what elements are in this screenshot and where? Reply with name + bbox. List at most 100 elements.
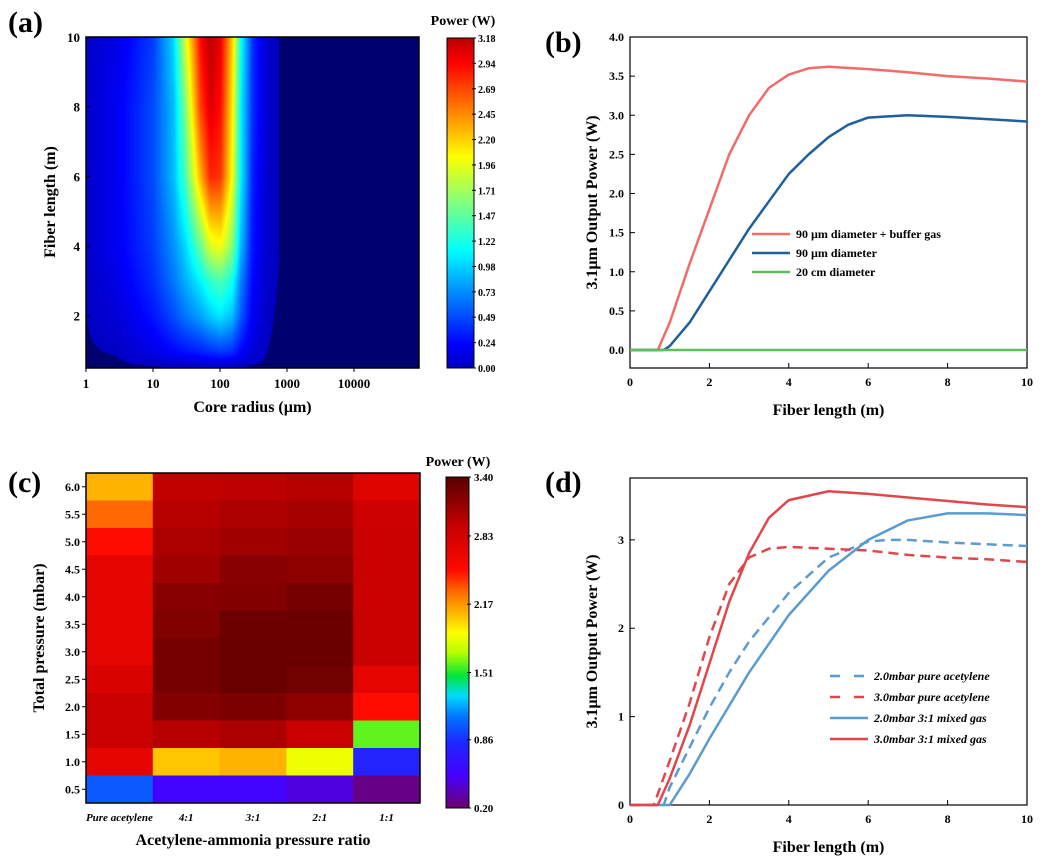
heatmap-cell — [152, 500, 221, 529]
x-tick-label: 2 — [706, 375, 712, 389]
heatmap-cell — [353, 720, 421, 749]
x-tick-label: 6 — [865, 812, 871, 826]
heatmap-cell — [152, 693, 221, 721]
colorbar-tick-label: 0.20 — [474, 803, 494, 815]
heatmap-cell — [286, 473, 354, 501]
heatmap-cell — [152, 528, 221, 556]
y-tick-label: 2.5 — [65, 672, 80, 686]
heatmap-cell — [219, 473, 287, 501]
y-tick-label: 3.5 — [65, 617, 80, 631]
y-tick-label: 6.0 — [65, 480, 80, 494]
panel-c-colorbar — [446, 477, 469, 808]
y-tick-label: 2.0 — [609, 187, 624, 201]
y-tick-label: 3.0 — [609, 108, 624, 122]
x-tick-label: 0 — [627, 375, 633, 389]
y-tick-label: 4.0 — [65, 590, 80, 604]
colorbar-tick-label: 2.20 — [478, 136, 496, 147]
colorbar-tick-label: 2.69 — [478, 85, 496, 96]
x-tick-label: 10 — [1021, 812, 1033, 826]
x-axis-label: Fiber length (m) — [773, 839, 885, 856]
x-tick-label: 8 — [945, 375, 951, 389]
heatmap-cell — [286, 665, 354, 694]
legend-label: 2.0mbar pure acetylene — [873, 669, 990, 683]
heatmap-cell — [353, 748, 421, 776]
colorbar-tick-label: 1.51 — [474, 667, 493, 679]
series-line-2 — [630, 512, 1028, 807]
heatmap-cell — [219, 583, 287, 611]
heatmap-cell — [152, 473, 221, 501]
legend-label: 90 µm diameter — [796, 246, 878, 260]
y-tick-label: 1 — [618, 710, 624, 724]
colorbar-tick-label: 2.83 — [474, 531, 494, 543]
heatmap-cell — [152, 610, 221, 639]
series-line-0 — [630, 65, 1028, 352]
colorbar-tick-label: 0.98 — [478, 262, 496, 273]
heatmap-cell — [219, 528, 287, 556]
x-tick-label: 8 — [945, 812, 951, 826]
y-tick-label: 2.5 — [609, 147, 624, 161]
colorbar-frame — [445, 476, 470, 809]
series-line-3 — [630, 490, 1028, 807]
x-tick-label: 6 — [865, 375, 871, 389]
x-tick-label: 4 — [786, 812, 792, 826]
y-axis-label: 3.1μm Output Power (W) — [584, 115, 601, 289]
y-tick-label: 2 — [618, 621, 624, 635]
heatmap-cell — [219, 610, 287, 639]
y-tick-label: 6 — [74, 169, 81, 184]
colorbar-title: Power (W) — [426, 455, 491, 470]
colorbar-tick-label: 0.86 — [474, 735, 494, 747]
series-line-1 — [630, 114, 1028, 352]
x-tick-label: 3:1 — [245, 812, 261, 824]
heatmap-cell — [86, 693, 154, 721]
legend-label: 3.0mbar pure acetylene — [873, 690, 990, 704]
heatmap-cell — [86, 720, 154, 749]
y-tick-label: 0.5 — [65, 782, 80, 796]
x-axis-label: Acetylene-ammonia pressure ratio — [136, 832, 371, 849]
heatmap-cell — [286, 610, 354, 639]
x-axis-label: Core radius (µm) — [193, 399, 311, 416]
y-tick-label: 0 — [618, 798, 624, 812]
x-tick-label: 2:1 — [311, 812, 327, 824]
x-axis-label: Fiber length (m) — [773, 402, 885, 419]
colorbar-tick-label: 1.96 — [478, 161, 496, 172]
heatmap-cell — [353, 555, 421, 584]
heatmap-cell — [152, 583, 221, 611]
heatmap-cell — [86, 748, 154, 776]
series-line-1 — [630, 545, 1028, 807]
colorbar-tick-label: 3.18 — [478, 34, 496, 45]
x-tick-label: Pure acetylene — [86, 812, 153, 824]
x-tick-label: 4 — [786, 375, 792, 389]
heatmap-cell — [86, 500, 154, 529]
heatmap-cell — [152, 775, 221, 804]
heatmap-cell — [152, 555, 221, 584]
y-tick-label: 5.5 — [65, 507, 80, 521]
heatmap-cell — [353, 500, 421, 529]
heatmap-cell — [353, 610, 421, 639]
legend-label: 20 cm diameter — [796, 265, 876, 279]
x-tick-label: 1000 — [274, 376, 300, 391]
colorbar-tick-label: 2.17 — [474, 599, 494, 611]
y-tick-label: 4.5 — [65, 562, 80, 576]
heatmap-cell — [152, 720, 221, 749]
heatmap-cell — [152, 748, 221, 776]
y-tick-label: 1.5 — [609, 226, 624, 240]
y-tick-label: 3.5 — [609, 69, 624, 83]
heatmap-cell — [353, 775, 421, 804]
y-tick-label: 1.5 — [65, 727, 80, 741]
panel-label: (d) — [545, 466, 582, 499]
heatmap-cell — [286, 555, 354, 584]
heatmap-cell — [219, 693, 287, 721]
heatmap-cell — [286, 528, 354, 556]
y-tick-label: 0.5 — [609, 304, 624, 318]
heatmap-cell — [353, 473, 421, 501]
x-tick-label: 0 — [627, 812, 633, 826]
heatmap-cell — [86, 528, 154, 556]
heatmap-cell — [219, 720, 287, 749]
heatmap-cell — [86, 583, 154, 611]
colorbar-tick-label: 3.40 — [474, 472, 494, 484]
panel-label: (c) — [8, 466, 41, 499]
y-tick-label: 3.0 — [65, 645, 80, 659]
y-axis-label: Fiber length (m) — [42, 146, 59, 258]
heatmap-cell — [353, 528, 421, 556]
